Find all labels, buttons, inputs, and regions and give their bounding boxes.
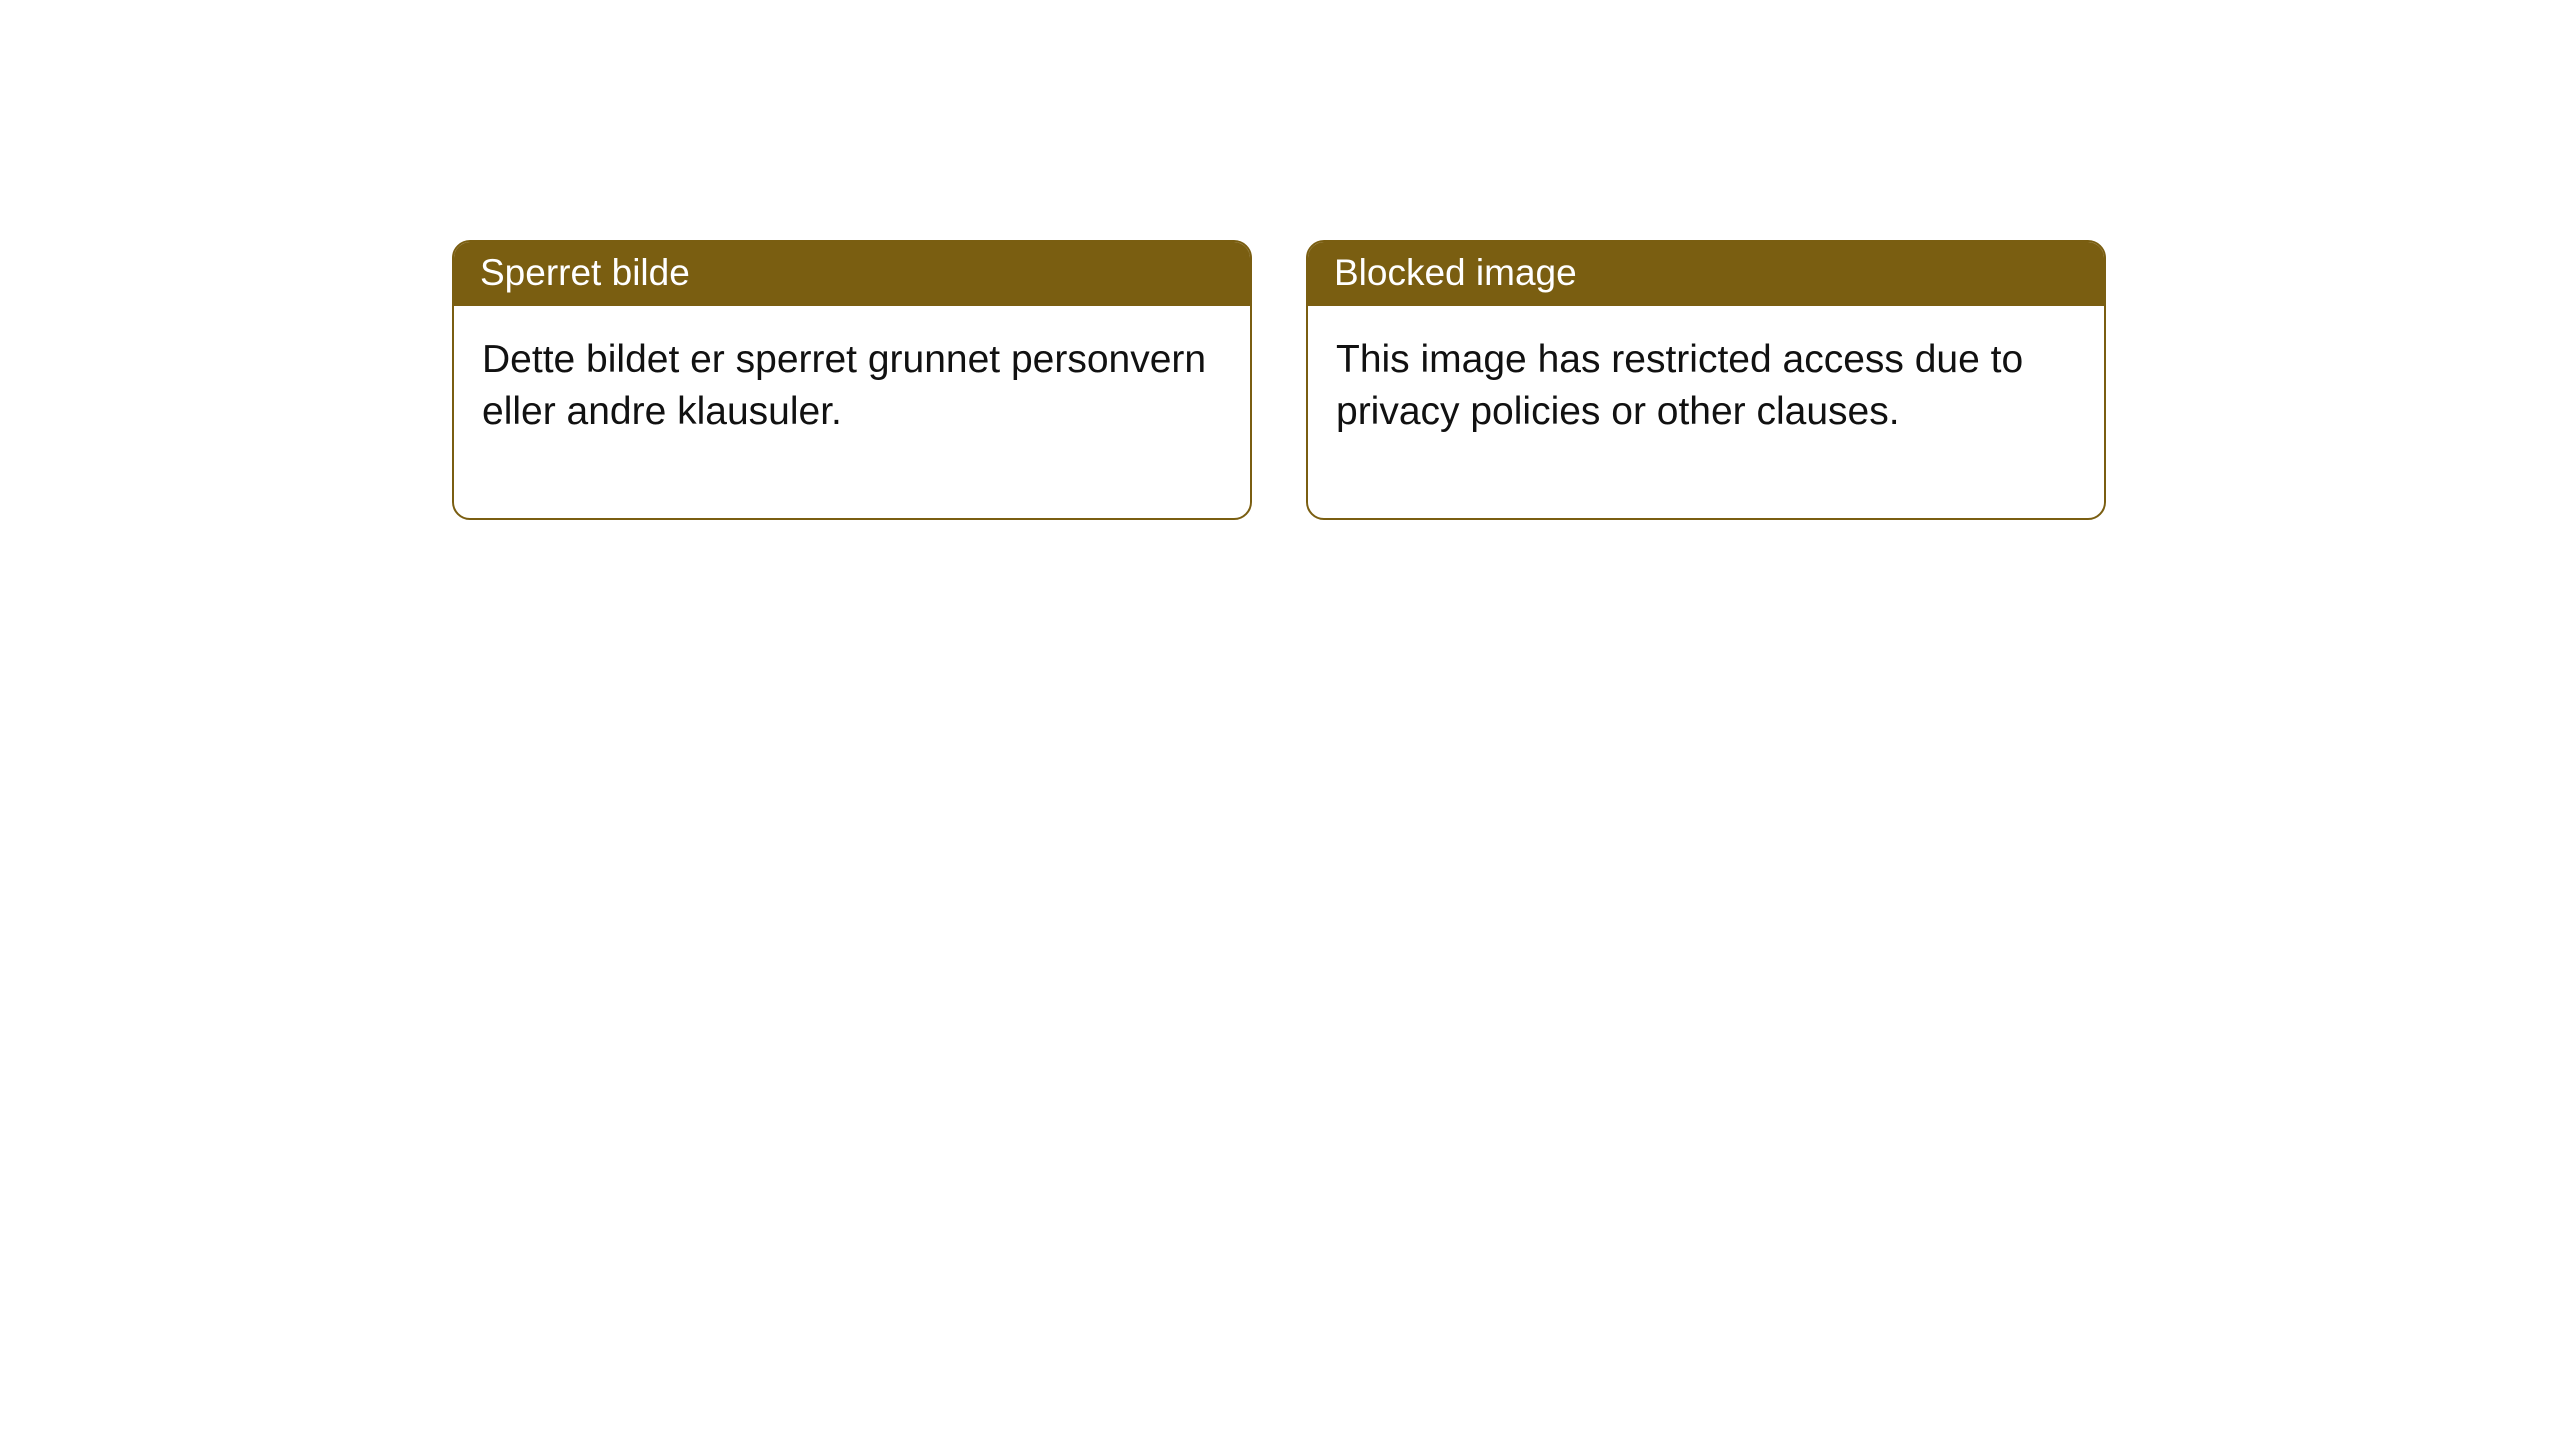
notice-card-english: Blocked image This image has restricted … (1306, 240, 2106, 520)
notice-body-norwegian: Dette bildet er sperret grunnet personve… (454, 306, 1250, 518)
notice-text-norwegian: Dette bildet er sperret grunnet personve… (482, 338, 1206, 433)
notice-title-english: Blocked image (1334, 252, 1577, 293)
notice-container: Sperret bilde Dette bildet er sperret gr… (452, 240, 2106, 520)
notice-text-english: This image has restricted access due to … (1336, 338, 2023, 433)
notice-body-english: This image has restricted access due to … (1308, 306, 2104, 518)
notice-header-norwegian: Sperret bilde (454, 242, 1250, 306)
notice-title-norwegian: Sperret bilde (480, 252, 690, 293)
notice-header-english: Blocked image (1308, 242, 2104, 306)
notice-card-norwegian: Sperret bilde Dette bildet er sperret gr… (452, 240, 1252, 520)
